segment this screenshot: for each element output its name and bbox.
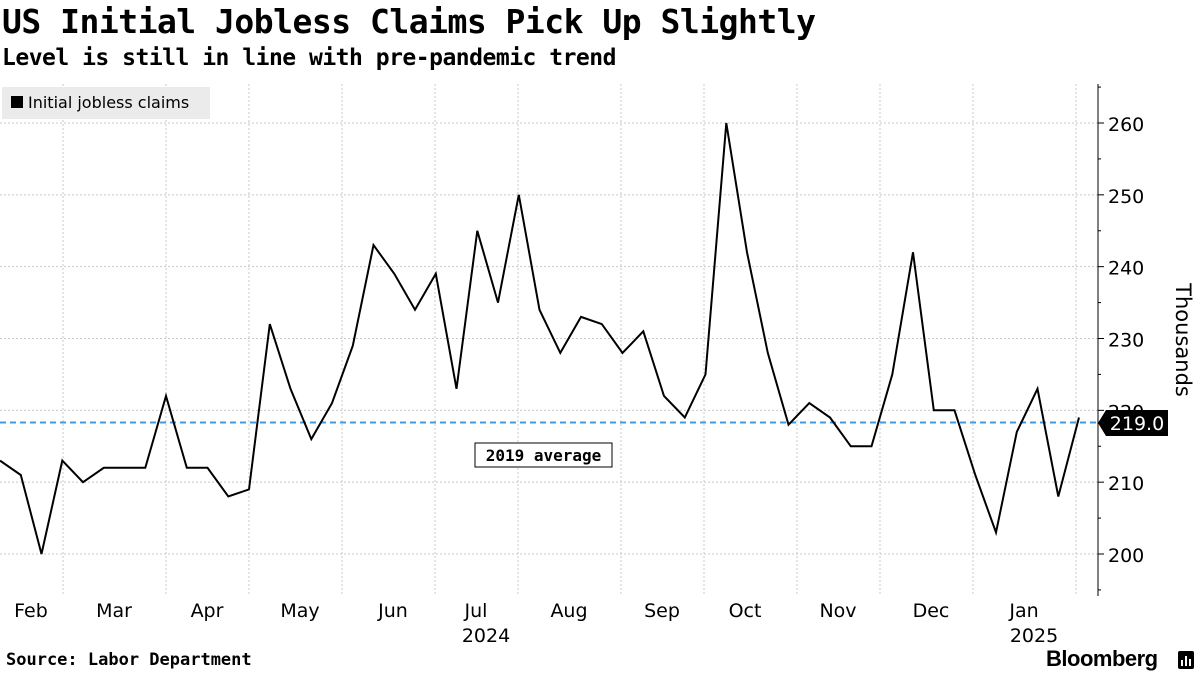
x-tick-label: Mar: [96, 600, 132, 622]
x-tick-label: Sep: [644, 600, 680, 622]
x-tick-label: Apr: [191, 600, 224, 622]
brand-logo: Bloomberg: [1046, 646, 1158, 671]
axes: 200210220230240250260FebMarAprMayJunJul2…: [14, 84, 1195, 647]
legend-background: [2, 87, 210, 119]
x-tick-label: Dec: [913, 600, 950, 622]
y-tick-label: 250: [1108, 186, 1144, 208]
chart-subtitle: Level is still in line with pre-pandemic…: [2, 45, 616, 71]
last-value-box: [1106, 410, 1168, 436]
legend: Initial jobless claims: [2, 87, 210, 119]
y-tick-label: 260: [1108, 114, 1144, 136]
y-tick-label: 240: [1108, 258, 1144, 280]
reference-label: 2019 average: [486, 446, 602, 465]
y-tick-label: 230: [1108, 330, 1144, 352]
last-value-label: 219.0: [1110, 413, 1164, 435]
x-tick-label: Nov: [819, 600, 856, 622]
series-line-initial-jobless-claims: [0, 122, 1080, 555]
reference-line-group: 2019 average: [0, 421, 1098, 468]
y-axis-title: Thousands: [1171, 282, 1195, 397]
bloomberg-chart-icon: [1178, 651, 1194, 669]
x-tick-label: Jan: [1008, 600, 1038, 622]
x-tick-label: Oct: [729, 600, 762, 622]
x-year-label: 2025: [1010, 625, 1058, 647]
series-group: [0, 122, 1080, 555]
y-tick-label: 200: [1108, 545, 1144, 567]
legend-swatch: [11, 96, 23, 108]
grid-lines: [0, 84, 1098, 596]
chart-title: US Initial Jobless Claims Pick Up Slight…: [2, 2, 816, 41]
reference-label-box: [474, 442, 613, 468]
last-value-pointer: [1098, 410, 1106, 436]
legend-entry-label: Initial jobless claims: [28, 93, 189, 112]
x-year-label: 2024: [462, 625, 510, 647]
x-tick-label: May: [280, 600, 319, 622]
y-tick-label: 210: [1108, 473, 1144, 495]
x-tick-label: Feb: [14, 600, 48, 622]
x-tick-label: Jun: [377, 600, 408, 622]
source-note: Source: Labor Department: [6, 650, 252, 670]
x-tick-label: Jul: [464, 600, 488, 622]
x-tick-label: Aug: [550, 600, 587, 622]
